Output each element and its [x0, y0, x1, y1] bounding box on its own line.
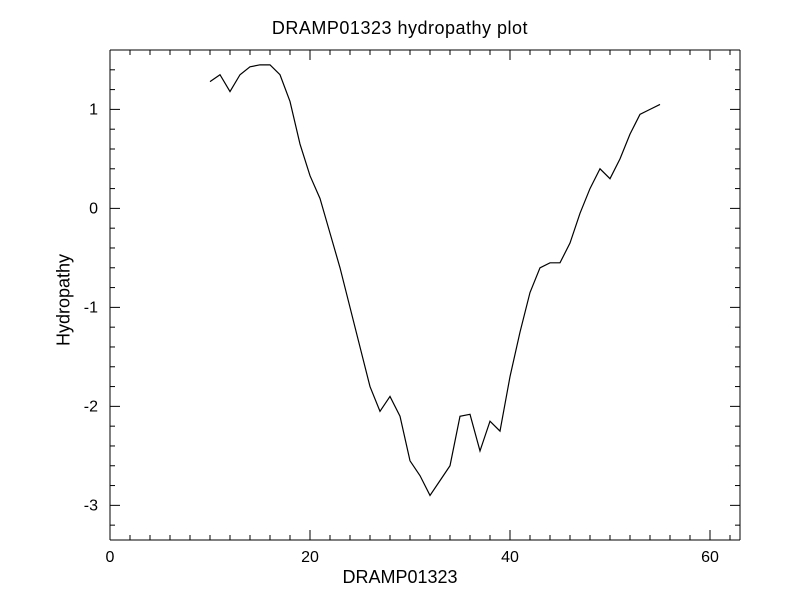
svg-text:-3: -3	[84, 497, 98, 514]
svg-text:60: 60	[701, 549, 719, 566]
svg-text:1: 1	[89, 101, 98, 118]
svg-text:0: 0	[106, 549, 115, 566]
hydropathy-line	[210, 65, 660, 496]
chart-svg: 0 20 40 60 -3 -2 -1 0 1	[0, 0, 800, 600]
svg-text:-2: -2	[84, 398, 98, 415]
svg-text:0: 0	[89, 200, 98, 217]
svg-text:-1: -1	[84, 299, 98, 316]
svg-text:40: 40	[501, 549, 519, 566]
svg-text:20: 20	[301, 549, 319, 566]
hydropathy-chart: DRAMP01323 hydropathy plot DRAMP01323 Hy…	[0, 0, 800, 600]
